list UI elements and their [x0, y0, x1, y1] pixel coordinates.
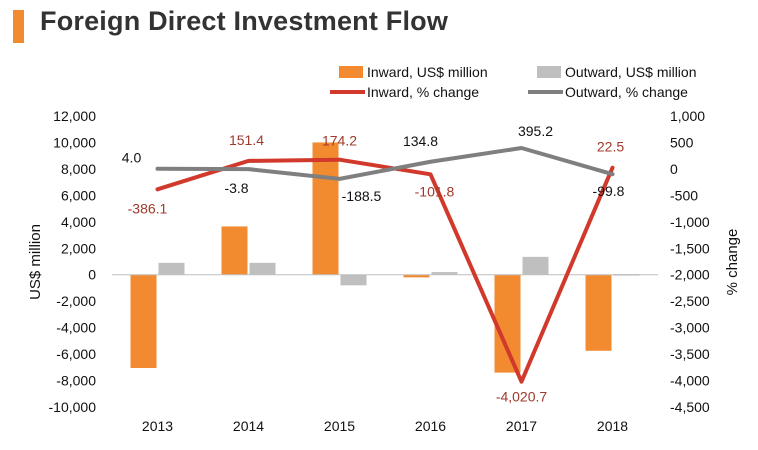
y-tick-label: 4,000: [61, 214, 96, 230]
inward-change-label-2017: -4,020.7: [496, 389, 548, 405]
title-accent-bar: [13, 10, 24, 43]
y-tick-label: 0: [88, 267, 96, 283]
y-tick-label: -4,000: [56, 320, 96, 336]
legend-outward-bar-text: Outward, US$ million: [565, 64, 697, 80]
legend-inward-bar-swatch: [339, 66, 363, 78]
y-tick-label: -2,000: [56, 293, 96, 309]
outward-bar-2013: [158, 262, 185, 275]
y2-axis-label: % change: [724, 229, 741, 296]
outward-change-line: [155, 145, 615, 181]
y2-tick-label: 500: [670, 134, 694, 150]
inward-bar-2014: [221, 226, 248, 275]
outward-bar-2015: [340, 274, 367, 286]
y-tick-label: 2,000: [61, 240, 96, 256]
inward-change-label-2013: -386.1: [128, 200, 168, 216]
y2-tick-label: -2,500: [670, 293, 710, 309]
inward-change-label-2014: 151.4: [229, 132, 264, 148]
legend-inward-bar-text: Inward, US$ million: [367, 64, 488, 80]
y-tick-label: 12,000: [53, 108, 96, 124]
inward-change-label-2015: 174.2: [322, 133, 357, 149]
outward-bar-2017: [522, 256, 549, 275]
y-tick-label: -10,000: [49, 399, 97, 415]
x-tick-label-2015: 2015: [324, 418, 355, 434]
outward-change-label-2017: 395.2: [518, 123, 553, 139]
x-tick-label-2016: 2016: [415, 418, 446, 434]
inward-change-label-2016: -101.8: [415, 183, 455, 199]
y-tick-label: -8,000: [56, 373, 96, 389]
y2-tick-label: -500: [670, 187, 698, 203]
legend-outward-line-text: Outward, % change: [565, 84, 688, 100]
y2-tick-label: 0: [670, 161, 678, 177]
page-title: Foreign Direct Investment Flow: [40, 6, 449, 36]
outward-change-label-2014: -3.8: [224, 180, 248, 196]
x-tick-label-2017: 2017: [506, 418, 537, 434]
legend-outward-bar-swatch: [537, 66, 561, 78]
inward-change-label-2018: 22.5: [597, 139, 624, 155]
y2-tick-label: 1,000: [670, 108, 705, 124]
inward-bar-2017: [494, 274, 521, 373]
inward-bar-2018: [585, 274, 612, 351]
y2-tick-label: -4,000: [670, 373, 710, 389]
y2-tick-label: -3,500: [670, 346, 710, 362]
y-tick-label: 6,000: [61, 187, 96, 203]
outward-change-label-2013: 4.0: [122, 150, 142, 166]
outward-bar-2016: [431, 272, 458, 275]
outward-change-label-2018: -99.8: [593, 183, 625, 199]
outward-bar-2014: [249, 262, 276, 275]
y2-tick-label: -1,500: [670, 240, 710, 256]
outward-change-label-2016: 134.8: [403, 133, 438, 149]
y2-tick-label: -4,500: [670, 399, 710, 415]
y-tick-label: 8,000: [61, 161, 96, 177]
inward-bar-2013: [130, 274, 157, 368]
y2-tick-label: -3,000: [670, 320, 710, 336]
legend-inward-line-text: Inward, % change: [367, 84, 479, 100]
y2-tick-label: -2,000: [670, 267, 710, 283]
outward-change-label-2015: -188.5: [342, 188, 382, 204]
y-axis-label: US$ million: [27, 224, 44, 300]
x-tick-label-2018: 2018: [597, 418, 628, 434]
inward-change-line: [155, 157, 615, 384]
inward-bar-2016: [403, 274, 430, 278]
y2-tick-label: -1,000: [670, 214, 710, 230]
y-tick-label: 10,000: [53, 134, 96, 150]
y-tick-label: -6,000: [56, 346, 96, 362]
x-tick-label-2013: 2013: [142, 418, 173, 434]
inward-bar-2015: [312, 142, 339, 275]
x-tick-label-2014: 2014: [233, 418, 264, 434]
